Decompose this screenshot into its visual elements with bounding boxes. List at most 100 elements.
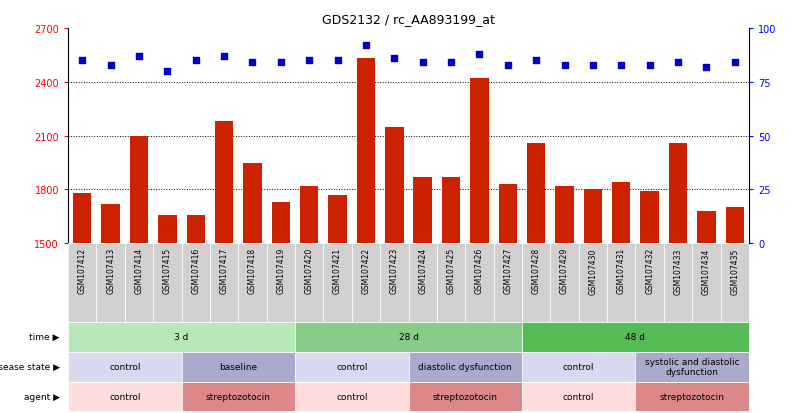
Text: GSM107427: GSM107427 xyxy=(503,248,513,294)
Title: GDS2132 / rc_AA893199_at: GDS2132 / rc_AA893199_at xyxy=(322,13,495,26)
Bar xyxy=(68,352,182,382)
Text: control: control xyxy=(563,362,594,371)
Point xyxy=(671,60,684,66)
Text: 3 d: 3 d xyxy=(175,332,189,342)
Bar xyxy=(153,244,182,322)
Point xyxy=(586,62,599,69)
Bar xyxy=(721,244,749,322)
Text: time ▶: time ▶ xyxy=(29,332,59,342)
Bar xyxy=(125,244,153,322)
Text: GSM107430: GSM107430 xyxy=(589,248,598,294)
Text: disease state ▶: disease state ▶ xyxy=(0,362,59,371)
Point xyxy=(643,62,656,69)
Point xyxy=(558,62,571,69)
Bar xyxy=(635,244,664,322)
Bar xyxy=(385,127,404,244)
Bar xyxy=(692,244,721,322)
Text: GSM107429: GSM107429 xyxy=(560,248,569,294)
Bar xyxy=(493,244,522,322)
Bar xyxy=(267,244,295,322)
Bar xyxy=(612,183,630,244)
Bar xyxy=(726,208,744,244)
Point xyxy=(246,60,259,66)
Text: GSM107433: GSM107433 xyxy=(674,248,682,294)
Bar xyxy=(697,211,715,244)
Text: GSM107425: GSM107425 xyxy=(447,248,456,294)
Bar xyxy=(522,244,550,322)
Point xyxy=(615,62,628,69)
Text: GSM107432: GSM107432 xyxy=(645,248,654,294)
Text: control: control xyxy=(336,362,368,371)
Bar xyxy=(328,195,347,244)
Text: streptozotocin: streptozotocin xyxy=(660,392,725,401)
Bar xyxy=(295,352,409,382)
Bar xyxy=(522,352,635,382)
Bar xyxy=(635,352,749,382)
Bar xyxy=(244,163,262,244)
Point xyxy=(700,64,713,71)
Text: GSM107416: GSM107416 xyxy=(191,248,200,294)
Point xyxy=(529,58,542,64)
Bar xyxy=(73,194,91,244)
Point xyxy=(417,60,429,66)
Text: GSM107415: GSM107415 xyxy=(163,248,172,294)
Bar xyxy=(409,244,437,322)
Point xyxy=(161,69,174,75)
Bar xyxy=(550,244,578,322)
Point xyxy=(445,60,457,66)
Bar xyxy=(641,192,659,244)
Text: GSM107413: GSM107413 xyxy=(107,248,115,294)
Bar xyxy=(522,382,635,411)
Text: diastolic dysfunction: diastolic dysfunction xyxy=(418,362,512,371)
Bar xyxy=(442,178,461,244)
Text: GSM107420: GSM107420 xyxy=(304,248,314,294)
Text: GSM107428: GSM107428 xyxy=(532,248,541,294)
Bar xyxy=(498,185,517,244)
Point xyxy=(104,62,117,69)
Bar xyxy=(210,244,239,322)
Bar xyxy=(324,244,352,322)
Text: GSM107434: GSM107434 xyxy=(702,248,710,294)
Bar xyxy=(578,244,607,322)
Bar xyxy=(272,202,290,244)
Text: control: control xyxy=(336,392,368,401)
Point xyxy=(218,54,231,60)
Point xyxy=(331,58,344,64)
Bar xyxy=(130,136,148,244)
Bar xyxy=(465,244,493,322)
Point xyxy=(501,62,514,69)
Bar xyxy=(239,244,267,322)
Bar xyxy=(669,143,687,244)
Bar xyxy=(356,59,375,244)
Text: streptozotocin: streptozotocin xyxy=(433,392,497,401)
Text: 28 d: 28 d xyxy=(399,332,418,342)
Text: GSM107421: GSM107421 xyxy=(333,248,342,294)
Bar xyxy=(555,186,574,244)
Text: systolic and diastolic
dysfunction: systolic and diastolic dysfunction xyxy=(645,357,739,376)
Point xyxy=(473,51,486,58)
Text: GSM107419: GSM107419 xyxy=(276,248,285,294)
Bar xyxy=(102,204,120,244)
Point xyxy=(76,58,89,64)
Bar xyxy=(352,244,380,322)
Point xyxy=(133,54,146,60)
Text: control: control xyxy=(109,392,140,401)
Point xyxy=(728,60,741,66)
Bar xyxy=(68,382,182,411)
Text: control: control xyxy=(563,392,594,401)
Bar xyxy=(635,382,749,411)
Text: GSM107412: GSM107412 xyxy=(78,248,87,294)
Text: GSM107422: GSM107422 xyxy=(361,248,370,294)
Bar xyxy=(295,244,324,322)
Text: 48 d: 48 d xyxy=(626,332,646,342)
Bar xyxy=(96,244,125,322)
Bar xyxy=(295,322,522,352)
Text: GSM107414: GSM107414 xyxy=(135,248,143,294)
Bar xyxy=(68,244,96,322)
Bar xyxy=(300,186,319,244)
Bar xyxy=(68,322,295,352)
Text: GSM107417: GSM107417 xyxy=(219,248,228,294)
Text: GSM107426: GSM107426 xyxy=(475,248,484,294)
Text: GSM107418: GSM107418 xyxy=(248,248,257,294)
Bar xyxy=(413,178,432,244)
